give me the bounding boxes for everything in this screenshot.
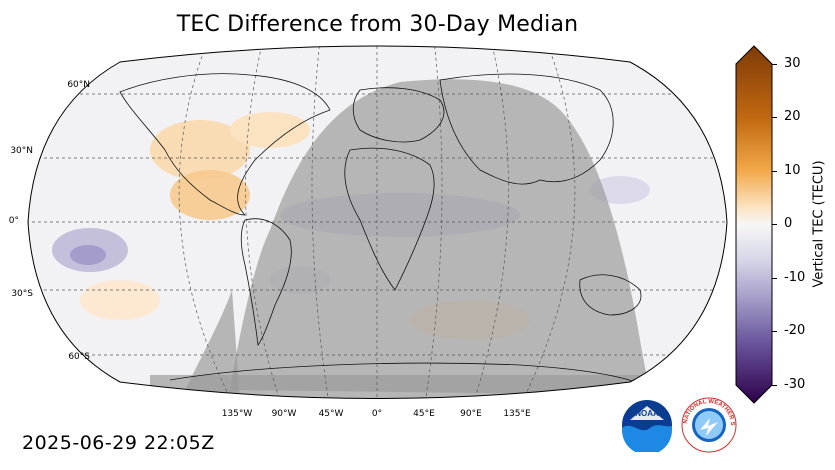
graticule [28,46,727,399]
cb-tick-mark [772,64,777,65]
lon-label-135w: 135°W [221,409,253,419]
cb-tick-mark [772,278,777,279]
cb-tick-mark [772,331,777,332]
nws-logo: NATIONAL WEATHER SERVICE [680,396,737,453]
colorbar [735,45,773,404]
lat-label-60s: 60°S [68,352,90,362]
cb-tick-mark [772,224,777,225]
colorbar-label: Vertical TEC (TECU) [811,160,827,288]
cb-tick-mark [772,385,777,386]
lon-label-90w: 90°W [271,409,297,419]
lon-label-90e: 90°E [460,409,482,419]
timestamp: 2025-06-29 22:05Z [22,432,215,454]
svg-text:NOAA: NOAA [635,409,659,418]
cb-tick-10: 10 [784,163,801,178]
cb-tick-mark [772,171,777,172]
coastlines [119,73,651,391]
cb-tick-neg10: -10 [784,270,806,285]
cb-tick-neg30: -30 [784,377,806,392]
cb-tick-30: 30 [784,56,801,71]
noaa-logo: NOAA [622,400,672,452]
globe-field [28,46,727,399]
lon-label-45w: 45°W [318,409,344,419]
lat-label-30s: 30°S [11,289,33,299]
cb-tick-neg20: -20 [784,323,806,338]
cb-tick-20: 20 [784,109,801,124]
lat-label-60n: 60°N [67,80,90,90]
lon-label-45e: 45°E [413,409,435,419]
lat-label-30n: 30°N [10,146,33,156]
lon-label-0: 0° [371,409,383,419]
globe-outline [27,45,728,399]
cb-tick-0: 0 [784,216,793,231]
lon-label-135e: 135°E [503,409,531,419]
lat-label-0: 0° [8,216,19,226]
cb-tick-mark [772,117,777,118]
chart-title: TEC Difference from 30-Day Median [176,12,579,37]
